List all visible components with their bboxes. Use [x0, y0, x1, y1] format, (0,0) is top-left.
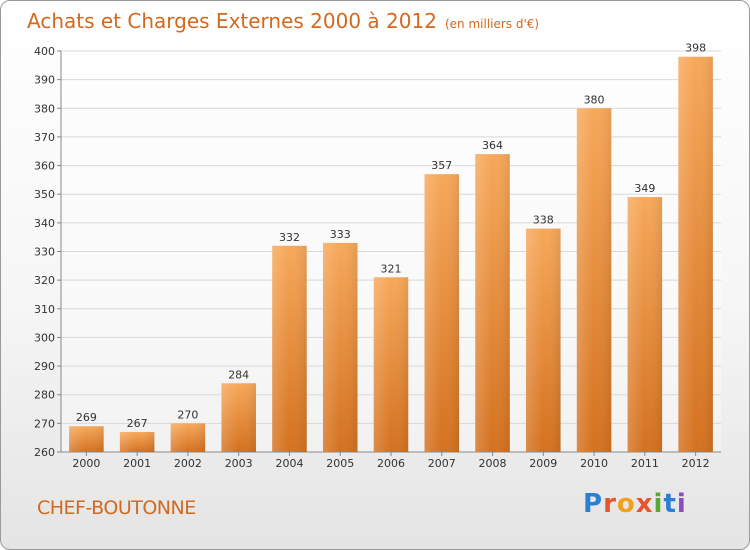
bar-value-label: 380	[584, 93, 605, 106]
y-tick-label: 350	[34, 188, 55, 201]
logo-letter: i	[653, 489, 664, 519]
commune-name: CHEF-BOUTONNE	[37, 497, 196, 519]
chart-subtitle: (en milliers d'€)	[444, 17, 540, 31]
logo-letter: P	[583, 489, 604, 519]
bar-value-label: 267	[127, 417, 148, 430]
y-tick-label: 360	[34, 160, 55, 173]
logo-letter: x	[635, 489, 654, 519]
bar-value-label: 321	[381, 262, 402, 275]
y-tick-label: 270	[34, 417, 55, 430]
y-tick-label: 310	[34, 303, 55, 316]
logo-letter: r	[603, 489, 617, 519]
logo-letter: t	[663, 489, 677, 519]
chart-title: Achats et Charges Externes 2000 à 2012	[27, 9, 437, 33]
x-tick-label: 2010	[580, 457, 608, 470]
bar-shading	[424, 174, 460, 452]
bar-shading	[475, 154, 510, 452]
bar-value-label: 270	[177, 408, 198, 421]
bar-shading	[119, 431, 155, 452]
bar-value-label: 269	[76, 411, 97, 424]
chart-title-block: Achats et Charges Externes 2000 à 2012 (e…	[27, 9, 539, 33]
bar-value-label: 364	[482, 139, 503, 152]
bar-value-label: 333	[330, 228, 351, 241]
bar-shading	[678, 56, 713, 452]
bar-shading	[373, 277, 409, 452]
bar-value-label: 332	[279, 231, 300, 244]
proxiti-logo: Proxiti	[583, 489, 687, 519]
y-tick-label: 300	[34, 331, 55, 344]
x-tick-label: 2006	[377, 457, 405, 470]
x-tick-label: 2008	[479, 457, 507, 470]
bar-value-label: 338	[533, 214, 554, 227]
bar-shading	[627, 197, 663, 452]
y-tick-label: 400	[34, 45, 55, 58]
bar-value-label: 357	[431, 159, 452, 172]
y-tick-label: 330	[34, 246, 55, 259]
y-tick-label: 290	[34, 360, 55, 373]
y-tick-label: 370	[34, 131, 55, 144]
x-tick-label: 2000	[72, 457, 100, 470]
logo-letter: i	[676, 489, 687, 519]
bar-shading	[322, 242, 358, 452]
x-tick-label: 2005	[326, 457, 354, 470]
bar-shading	[170, 423, 206, 452]
x-tick-label: 2003	[225, 457, 253, 470]
bar-shading	[526, 228, 561, 452]
x-tick-label: 2007	[428, 457, 456, 470]
bar-shading	[69, 426, 104, 452]
x-tick-label: 2009	[529, 457, 557, 470]
y-tick-label: 320	[34, 274, 55, 287]
bar-value-label: 398	[685, 42, 706, 55]
x-tick-label: 2004	[275, 457, 303, 470]
bar-value-label: 284	[228, 368, 249, 381]
y-tick-label: 280	[34, 389, 55, 402]
x-tick-label: 2011	[631, 457, 659, 470]
logo-letter: o	[616, 489, 636, 519]
bar-value-label: 349	[634, 182, 655, 195]
x-tick-label: 2012	[682, 457, 710, 470]
bar-shading	[272, 245, 307, 452]
y-tick-label: 380	[34, 102, 55, 115]
x-tick-label: 2002	[174, 457, 202, 470]
y-tick-label: 260	[34, 446, 55, 459]
y-tick-label: 390	[34, 74, 55, 87]
bar-shading	[221, 383, 256, 452]
bar-shading	[576, 108, 612, 453]
x-tick-label: 2001	[123, 457, 151, 470]
y-tick-label: 340	[34, 217, 55, 230]
